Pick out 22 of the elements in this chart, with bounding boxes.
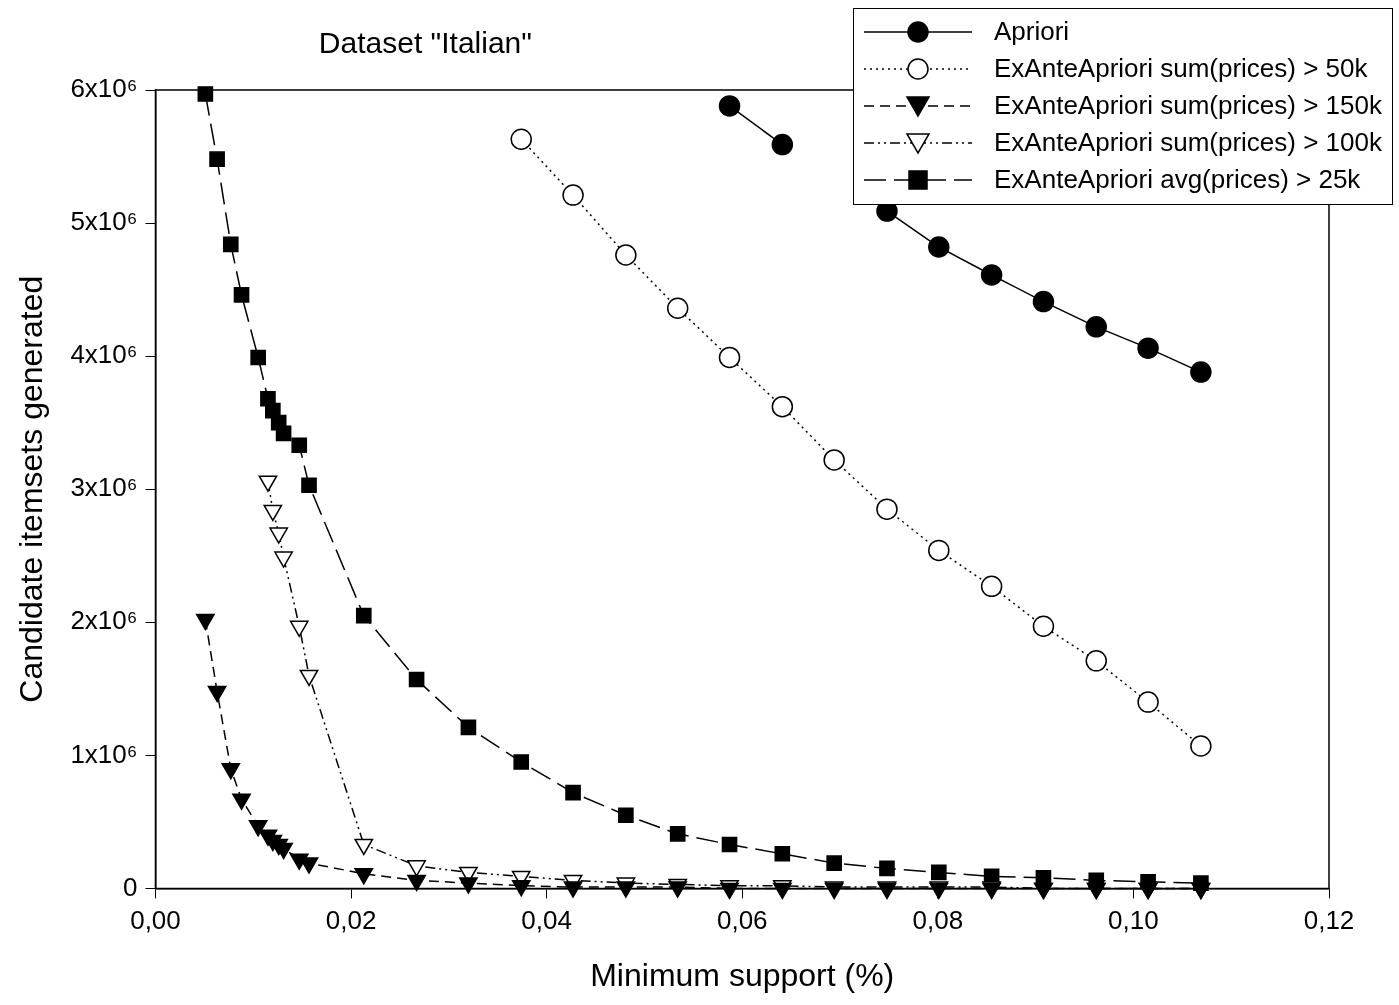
x-tick-label: 0,02: [325, 905, 377, 936]
y-tick-label: 4x10⁶: [70, 339, 138, 370]
chart-title: Dataset "Italian": [318, 26, 532, 60]
legend-label: ExAnteApriori sum(prices) > 50k: [994, 53, 1368, 84]
x-tick-label: 0,08: [912, 905, 964, 936]
y-tick-label: 1x10⁶: [70, 738, 138, 769]
x-axis-title: Minimum support (%): [590, 956, 895, 993]
x-tick-label: 0,04: [521, 905, 572, 936]
y-tick-label: 5x10⁶: [70, 206, 138, 237]
y-tick-label: 2x10⁶: [70, 605, 138, 636]
x-tick-label: 0,00: [130, 905, 181, 936]
x-tick-label: 0,10: [1108, 905, 1159, 936]
legend-label: ExAnteApriori avg(prices) > 25k: [994, 164, 1361, 195]
x-tick-label: 0,06: [716, 905, 768, 936]
y-tick-label: 0: [123, 871, 138, 902]
y-axis-title: Candidate itemsets generated: [13, 275, 50, 703]
legend-label: ExAnteApriori sum(prices) > 100k: [994, 127, 1382, 158]
x-tick-label: 0,12: [1303, 905, 1355, 936]
y-tick-label: 6x10⁶: [70, 73, 138, 104]
legend-label: ExAnteApriori sum(prices) > 150k: [994, 90, 1382, 121]
legend-label: Apriori: [994, 16, 1070, 47]
y-tick-label: 3x10⁶: [70, 472, 138, 503]
